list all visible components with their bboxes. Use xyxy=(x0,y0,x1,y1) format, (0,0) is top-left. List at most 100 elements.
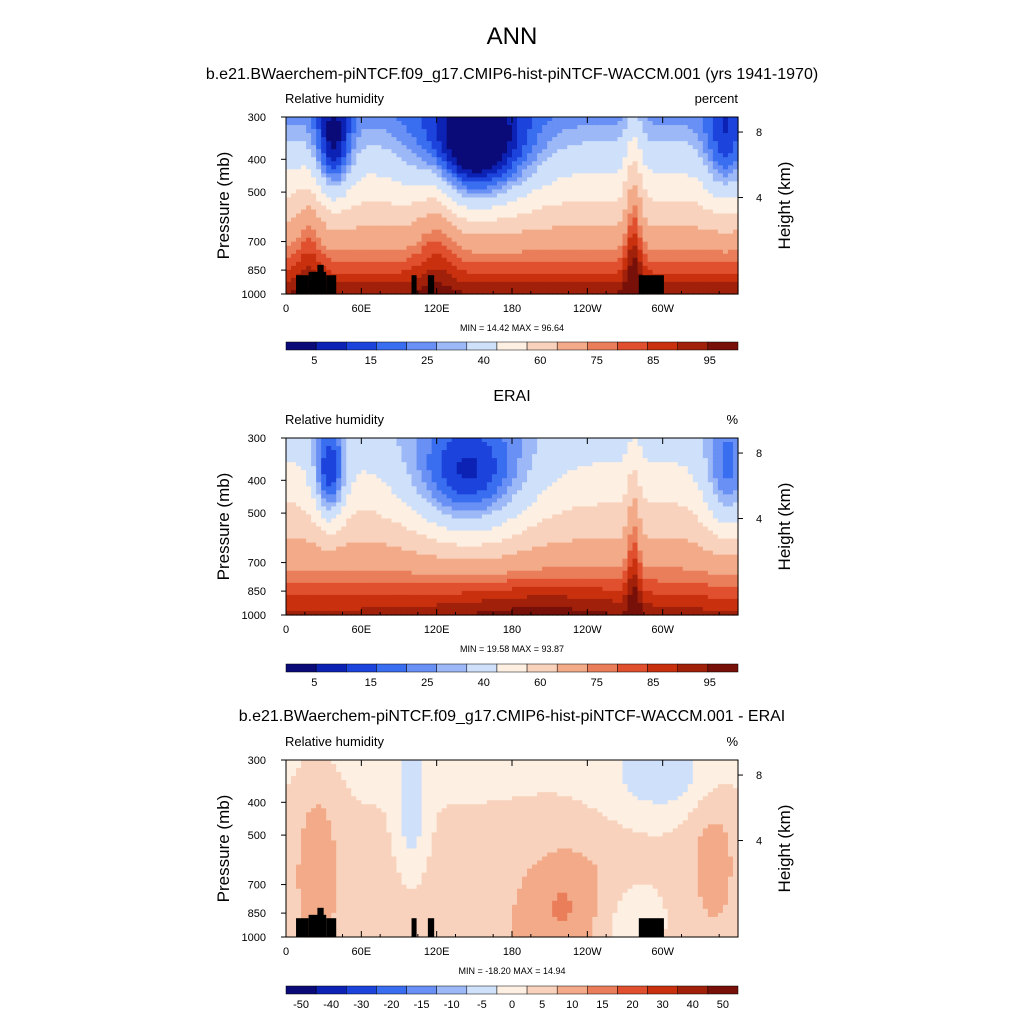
field-cell xyxy=(627,281,634,287)
field-cell xyxy=(677,133,684,138)
field-cell xyxy=(371,510,377,516)
field-cell xyxy=(672,209,679,215)
field-cell xyxy=(306,510,312,516)
field-cell xyxy=(371,269,377,275)
field-cell xyxy=(481,225,488,231)
field-cell xyxy=(481,273,488,279)
field-cell xyxy=(286,221,292,227)
field-cell xyxy=(667,261,674,267)
field-cell xyxy=(401,125,408,130)
field-cell xyxy=(722,145,729,150)
field-cell xyxy=(381,201,388,207)
field-cell xyxy=(361,281,367,287)
field-cell xyxy=(557,217,563,223)
field-cell xyxy=(512,205,518,211)
field-cell xyxy=(677,257,684,263)
field-cell xyxy=(311,249,317,255)
field-cell xyxy=(491,177,498,182)
field-cell xyxy=(296,173,302,178)
field-cell xyxy=(682,157,689,162)
field-cell xyxy=(501,241,508,247)
field-cell xyxy=(602,265,609,271)
field-cell xyxy=(517,129,523,134)
field-cell xyxy=(577,237,583,243)
field-cell xyxy=(481,277,488,283)
field-cell xyxy=(381,117,388,122)
field-cell xyxy=(286,157,292,162)
field-cell xyxy=(682,273,689,279)
field-cell xyxy=(291,594,297,600)
field-cell xyxy=(456,289,463,295)
field-cell xyxy=(321,522,327,528)
field-cell xyxy=(296,446,302,451)
field-cell xyxy=(501,169,508,174)
field-cell xyxy=(376,289,383,295)
field-cell xyxy=(712,145,719,150)
field-cell xyxy=(436,121,443,126)
field-cell xyxy=(431,137,438,142)
field-cell xyxy=(717,197,724,203)
field-cell xyxy=(607,261,614,267)
field-cell xyxy=(351,482,357,487)
field-cell xyxy=(291,534,297,540)
field-cell xyxy=(361,486,367,491)
field-cell xyxy=(306,486,312,491)
field-cell xyxy=(491,213,498,219)
field-cell xyxy=(346,486,352,491)
field-cell xyxy=(727,161,734,166)
field-cell xyxy=(366,249,372,255)
field-cell xyxy=(712,117,719,122)
field-cell xyxy=(682,141,689,146)
field-cell xyxy=(301,498,307,503)
field-cell xyxy=(291,446,297,451)
field-cell xyxy=(306,566,312,572)
field-cell xyxy=(446,281,453,287)
field-cell xyxy=(376,273,383,279)
field-cell xyxy=(722,189,729,195)
field-cell xyxy=(466,217,473,223)
field-cell xyxy=(517,277,523,283)
field-cell xyxy=(707,117,714,122)
field-cell xyxy=(712,181,719,186)
field-cell xyxy=(291,498,297,503)
field-cell xyxy=(416,277,423,283)
field-cell xyxy=(346,205,352,211)
field-cell xyxy=(707,185,714,191)
field-cell xyxy=(306,217,312,223)
field-cell xyxy=(722,281,729,287)
field-cell xyxy=(627,237,634,243)
field-cell xyxy=(311,241,317,247)
field-cell xyxy=(607,193,614,199)
field-cell xyxy=(557,161,563,166)
field-cell xyxy=(466,285,473,291)
field-cell xyxy=(622,265,629,271)
field-cell xyxy=(461,201,468,207)
field-cell xyxy=(476,265,483,271)
field-cell xyxy=(687,249,694,255)
field-cell xyxy=(441,285,448,291)
field-cell xyxy=(386,470,393,475)
field-cell xyxy=(366,550,372,556)
field-cell xyxy=(527,133,533,138)
field-cell xyxy=(587,265,593,271)
field-cell xyxy=(371,506,377,512)
colorbar-label: 85 xyxy=(647,355,659,367)
field-cell xyxy=(486,125,493,130)
field-cell xyxy=(336,125,342,130)
field-cell xyxy=(346,550,352,556)
field-cell xyxy=(361,602,367,608)
figure-title: ANN xyxy=(487,23,538,50)
field-cell xyxy=(296,125,302,130)
field-cell xyxy=(381,570,388,576)
field-cell xyxy=(727,121,734,126)
field-cell xyxy=(371,197,377,203)
field-cell xyxy=(316,606,322,612)
field-cell xyxy=(431,221,438,227)
field-cell xyxy=(622,149,629,154)
field-cell xyxy=(301,594,307,600)
field-cell xyxy=(597,157,603,162)
field-cell xyxy=(446,165,453,170)
field-cell xyxy=(722,153,729,158)
field-cell xyxy=(356,213,362,219)
field-cell xyxy=(491,157,498,162)
